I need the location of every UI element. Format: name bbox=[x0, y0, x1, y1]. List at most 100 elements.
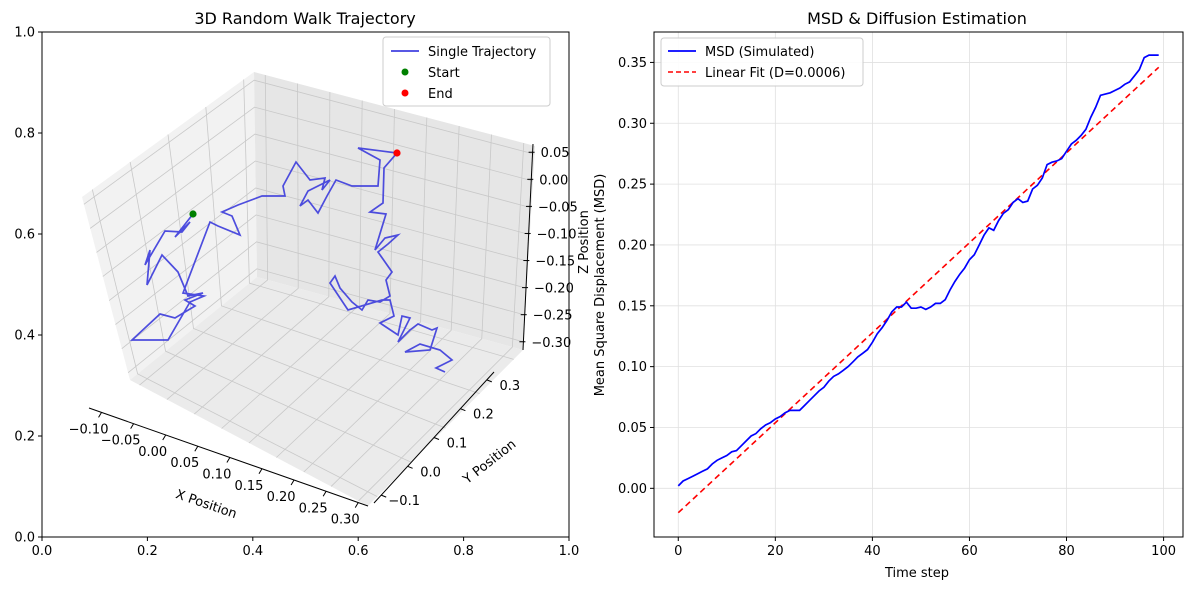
msd-y-tick-label: 0.35 bbox=[618, 56, 647, 71]
msd-x-tick-label: 0 bbox=[674, 544, 682, 559]
z-tick-label-3d: 0.00 bbox=[539, 173, 568, 188]
msd-y-tick-label: 0.15 bbox=[618, 299, 647, 314]
msd-x-axis-label: Time step bbox=[884, 566, 949, 581]
grid-line-z bbox=[121, 241, 526, 349]
legend-3d-label-start: Start bbox=[428, 66, 460, 81]
y-ticks-3d: −0.10.0 0.1 0.2 0.3 bbox=[381, 379, 520, 509]
outer-x-tick-label: 0.2 bbox=[137, 544, 158, 559]
end-marker bbox=[393, 149, 401, 157]
z-tick-label-3d: 0.05 bbox=[541, 146, 570, 161]
x-tick-3d bbox=[194, 445, 199, 452]
grid-line-x bbox=[276, 117, 428, 458]
grid-line-y bbox=[129, 161, 412, 463]
msd-plot-frame bbox=[654, 32, 1183, 537]
legend-3d-swatch-start bbox=[401, 68, 409, 76]
msd-line bbox=[677, 54, 1159, 487]
grid-line-z bbox=[83, 79, 535, 205]
chart-3d-random-walk: 3D Random Walk Trajectory 0.0 0.2 0.4 0.6 0.… bbox=[14, 9, 592, 559]
z-tick-label-3d: −0.20 bbox=[534, 282, 574, 297]
legend-3d-swatch-end bbox=[401, 89, 409, 97]
msd-y-tick-label: 0.25 bbox=[618, 178, 647, 193]
grid-line-x bbox=[358, 143, 525, 502]
trajectory-line bbox=[129, 147, 454, 373]
z-tick-label-3d: −0.30 bbox=[531, 336, 571, 351]
x-tick-label-3d: 0.20 bbox=[267, 490, 296, 505]
y-tick-label-3d: 0.3 bbox=[499, 379, 520, 394]
y-tick-label-3d: 0.1 bbox=[447, 437, 468, 452]
x-tick-3d bbox=[226, 457, 231, 463]
outer-y-tick-label: 0.0 bbox=[14, 531, 35, 546]
msd-legend-label-fit: Linear Fit (D=0.0006) bbox=[705, 66, 845, 81]
grid-line-y bbox=[167, 134, 446, 429]
grid-line-y bbox=[91, 189, 378, 497]
x-tick-3d bbox=[98, 412, 102, 418]
grid-line-x bbox=[193, 91, 331, 415]
x-tick-3d bbox=[130, 423, 135, 429]
grid-line-x bbox=[303, 126, 460, 473]
x-tick-3d bbox=[322, 491, 327, 497]
msd-x-tick-label: 60 bbox=[961, 544, 978, 559]
outer-y-tick-label: 1.0 bbox=[14, 26, 35, 41]
y-tick-3d bbox=[433, 437, 440, 440]
legend-3d-label-end: End bbox=[428, 87, 453, 102]
z-axis-label-3d: Z Position bbox=[577, 210, 592, 274]
outer-x-tick-label: 1.0 bbox=[559, 544, 580, 559]
grid-line-x bbox=[221, 100, 363, 429]
msd-x-tick-label: 100 bbox=[1151, 544, 1176, 559]
x-tick-label-3d: 0.10 bbox=[202, 467, 231, 482]
grid-line-z bbox=[89, 106, 534, 229]
msd-y-axis-label: Mean Square Displacement (MSD) bbox=[593, 174, 608, 397]
z-axis-line bbox=[522, 143, 534, 351]
outer-y-tick-label: 0.8 bbox=[14, 127, 35, 142]
y-tick-label-3d: 0.2 bbox=[473, 408, 494, 423]
x-ticks-3d: −0.10−0.050.000.050.10 0.150.200.250.30 bbox=[69, 412, 360, 528]
pane-floor bbox=[130, 277, 523, 506]
outer-y-tick-label: 0.6 bbox=[14, 228, 35, 243]
z-ticks-3d: 0.05 0.00 −0.05 −0.10 −0.15 −0.20 −0.25 −0.30 bbox=[519, 146, 578, 351]
z-tick-label-3d: −0.25 bbox=[533, 309, 573, 324]
outer-x-tick-label: 0.0 bbox=[32, 544, 53, 559]
start-marker bbox=[189, 210, 197, 218]
y-tick-3d bbox=[460, 408, 466, 412]
msd-x-tick-label: 80 bbox=[1058, 544, 1075, 559]
x-tick-3d bbox=[162, 434, 167, 441]
msd-legend-box bbox=[660, 37, 864, 87]
fit-line bbox=[677, 66, 1160, 514]
x-tick-3d bbox=[354, 502, 359, 508]
msd-legend: MSD (Simulated) Linear Fit (D=0.0006) bbox=[660, 37, 864, 87]
y-tick-label-3d: 0.0 bbox=[420, 465, 441, 480]
msd-axes-border bbox=[653, 31, 1184, 538]
msd-y-tick-label: 0.05 bbox=[618, 421, 647, 436]
x-tick-label-3d: −0.10 bbox=[69, 422, 109, 437]
legend-3d-box bbox=[382, 36, 551, 107]
z-tick-label-3d: −0.10 bbox=[537, 227, 577, 242]
msd-y-ticks: 0.00 0.05 0.10 0.15 0.20 0.25 0.30 0.35 bbox=[618, 56, 654, 497]
grid-line-y bbox=[205, 106, 480, 395]
grid-line-x bbox=[330, 134, 492, 487]
msd-y-tick-label: 0.10 bbox=[618, 360, 647, 375]
x-tick-3d bbox=[258, 468, 263, 475]
msd-legend-label-msd: MSD (Simulated) bbox=[705, 45, 814, 60]
y-tick-3d bbox=[407, 465, 413, 469]
z-tick-label-3d: −0.05 bbox=[538, 200, 578, 215]
x-tick-label-3d: −0.05 bbox=[101, 434, 141, 449]
msd-title: MSD & Diffusion Estimation bbox=[807, 9, 1027, 28]
x-tick-label-3d: 0.25 bbox=[299, 501, 328, 516]
msd-grid bbox=[654, 32, 1183, 537]
grid-line-x bbox=[166, 83, 299, 400]
grid-line-z bbox=[102, 160, 530, 277]
msd-x-ticks: 0 20 40 60 80 100 bbox=[674, 537, 1176, 559]
chart-3d-title: 3D Random Walk Trajectory bbox=[194, 9, 415, 28]
grid-line-x bbox=[248, 108, 395, 444]
outer-x-tick-label: 0.6 bbox=[348, 544, 369, 559]
z-tick-label-3d: −0.15 bbox=[535, 255, 575, 270]
msd-y-tick-label: 0.00 bbox=[618, 482, 647, 497]
y-tick-3d bbox=[381, 494, 387, 498]
pane-back-right bbox=[254, 72, 535, 350]
y-tick-label-3d: −0.1 bbox=[388, 494, 420, 509]
msd-y-tick-label: 0.30 bbox=[618, 117, 647, 132]
x-tick-label-3d: 0.15 bbox=[235, 479, 264, 494]
legend-3d: Single Trajectory Start End bbox=[382, 36, 551, 107]
chart-msd: MSD & Diffusion Estimation 0 20 40 60 80 100 … bbox=[593, 9, 1184, 581]
